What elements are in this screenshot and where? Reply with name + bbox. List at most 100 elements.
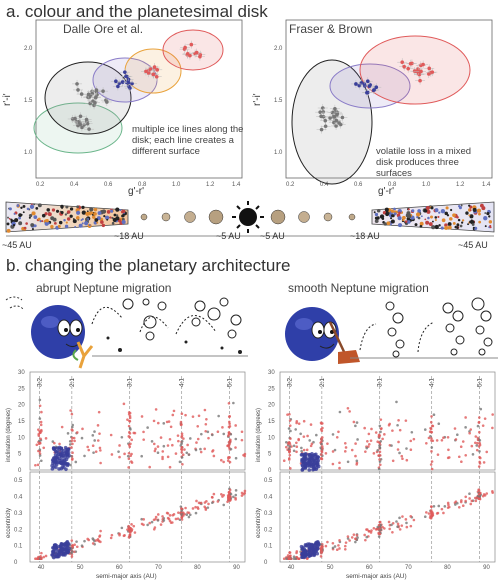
data-point [36,463,40,467]
data-point [430,460,434,463]
data-point [289,467,292,470]
speckle [33,215,38,220]
data-point [185,451,189,455]
speckle [66,217,71,221]
data-point [326,442,329,445]
data-point [36,557,40,561]
data-point [234,489,238,492]
data-point [372,452,376,455]
speckle [31,211,36,216]
data-point [34,463,37,467]
inclination-ticks: 0 5 10 15 20 25 30 [268,370,275,474]
data-point [427,512,431,515]
data-point [436,453,440,456]
speckle [484,212,487,214]
cold-classical-point [64,453,68,457]
speckle [69,207,74,211]
speckle [30,223,35,227]
cold-classical-point [311,467,315,472]
data-point [300,449,303,453]
data-point [404,419,408,422]
data-point [410,430,414,434]
data-point [216,500,220,503]
cold-classical-point [311,547,316,552]
speckle [28,213,33,218]
data-point [402,64,406,69]
data-point [130,523,133,526]
data-point [212,492,216,496]
data-point [378,520,382,524]
data-point [122,402,126,406]
cold-classical-point [302,454,307,459]
cold-classical-point [61,459,66,463]
cold-classical-point [316,464,321,469]
speckle [414,223,418,227]
x-tick: 70 [155,565,162,571]
data-point [367,432,371,436]
eccentricity-ticks: 0 0.1 0.2 0.3 0.4 0.5 [264,478,273,566]
right-xlabel: g'-r' [378,186,394,196]
data-point [153,526,157,529]
data-point [320,544,323,548]
speckle [447,225,452,230]
speckle [374,212,379,217]
data-point [331,450,335,453]
data-point [370,529,373,532]
speckle [467,223,470,226]
data-point [390,444,393,447]
data-point [203,505,206,509]
data-point [338,547,341,550]
data-point [320,449,323,453]
x-tick: 70 [405,565,412,571]
data-point [38,454,42,457]
data-point [354,540,357,544]
speckle [74,226,77,229]
abrupt-migration-cartoon [5,296,248,369]
speckle [469,214,474,219]
speckle [8,217,11,220]
data-point [282,557,286,561]
data-point [477,465,481,468]
speckle [419,224,423,228]
speckle [461,221,464,224]
data-point [391,530,394,534]
data-point [320,457,324,461]
data-point [337,430,340,434]
y-tick: 0.5 [264,478,273,484]
data-point [38,398,42,402]
data-point [391,459,395,463]
data-point [133,531,137,534]
cold-classical-point [67,546,71,551]
data-point [287,427,291,430]
data-point [464,453,468,457]
cold-classical-point [50,467,55,471]
y-tick: 25 [18,386,25,392]
abrupt-subtitle: abrupt Neptune migration [36,281,172,295]
cold-classical-point [307,454,312,458]
data-point [116,84,120,89]
data-point [184,413,187,417]
data-point [374,85,379,90]
data-point [129,428,132,431]
speckle [65,206,68,209]
data-point [168,514,172,517]
speckle [115,207,120,212]
left-colour-plot: 0.2 0.4 0.6 0.8 1.0 1.2 1.4 1.0 1.5 2.0 … [2,19,243,196]
semi-major-ticks: 40 50 60 70 80 90 [38,565,241,571]
cold-classical-point [307,551,312,555]
data-point [227,401,231,405]
speckle [379,214,385,219]
speckle [101,209,106,214]
speckle [85,217,88,221]
data-point [431,513,435,517]
speckle [92,215,96,219]
speckle [440,226,444,230]
data-point [491,426,494,430]
data-point [220,458,223,462]
data-point [71,457,74,460]
speckle [64,224,69,229]
data-point [150,440,154,443]
data-point [287,450,291,453]
y-tick: 0 [14,560,18,566]
